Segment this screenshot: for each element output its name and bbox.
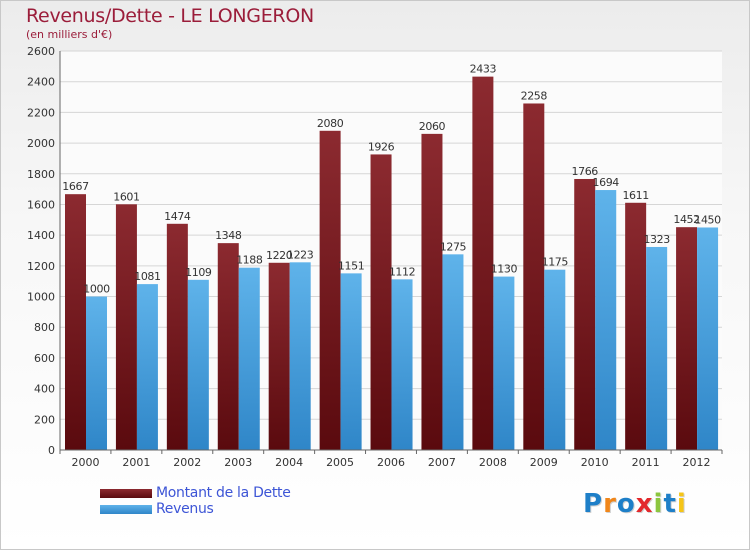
logo-letter: r: [603, 489, 617, 519]
data-label-revenus: 1223: [287, 248, 314, 261]
y-tick-label: 2200: [27, 106, 55, 119]
bar-revenus: [493, 276, 515, 450]
bar-revenus: [340, 273, 362, 450]
y-tick-label: 2400: [27, 76, 55, 89]
chart-subtitle: (en milliers d'€): [26, 28, 113, 41]
data-label-revenus: 1323: [643, 233, 670, 246]
data-label-dette: 2080: [317, 117, 344, 130]
bar-dette: [65, 194, 86, 450]
data-label-revenus: 1450: [694, 213, 721, 226]
legend-swatch-revenus: [100, 505, 152, 514]
data-label-dette: 1452: [673, 213, 699, 226]
bar-revenus: [697, 227, 719, 450]
legend-swatch-dette: [100, 489, 152, 498]
x-tick-label: 2002: [173, 456, 201, 469]
bar-dette: [115, 204, 137, 450]
logo-letter: i: [653, 489, 664, 519]
data-label-revenus: 1275: [440, 240, 467, 253]
y-tick-label: 200: [34, 413, 55, 426]
data-label-revenus: 1112: [389, 265, 415, 278]
bar-revenus: [544, 269, 566, 450]
bar-dette: [676, 227, 698, 450]
data-label-dette: 2060: [419, 120, 446, 133]
bar-dette: [166, 223, 188, 450]
bar-dette: [370, 154, 392, 450]
bar-revenus: [646, 246, 668, 450]
x-tick-label: 2007: [428, 456, 456, 469]
data-label-revenus: 1130: [491, 263, 518, 276]
bar-dette: [625, 202, 647, 450]
x-tick-label: 2004: [275, 456, 303, 469]
logo-letter: i: [676, 489, 687, 519]
proxiti-logo: Proxiti: [583, 489, 687, 519]
y-tick-label: 2600: [27, 45, 55, 58]
data-label-revenus: 1000: [83, 283, 110, 296]
data-label-revenus: 1081: [134, 270, 160, 283]
y-tick-label: 1800: [27, 168, 55, 181]
bar-dette: [523, 103, 545, 450]
x-tick-label: 2006: [377, 456, 405, 469]
x-tick-label: 2005: [326, 456, 354, 469]
data-label-revenus: 1694: [593, 176, 620, 189]
bar-revenus: [187, 279, 209, 450]
bar-revenus: [238, 267, 260, 450]
bar-revenus: [86, 296, 107, 450]
data-label-dette: 1611: [622, 189, 648, 202]
chart-title: Revenus/Dette - LE LONGERON: [26, 5, 314, 27]
bar-revenus: [136, 284, 158, 450]
bar-dette: [574, 178, 596, 450]
data-label-dette: 1348: [215, 229, 242, 242]
data-label-dette: 1474: [164, 210, 191, 223]
y-tick-label: 2000: [27, 137, 55, 150]
y-tick-label: 1200: [27, 260, 55, 273]
legend-label-revenus: Revenus: [156, 501, 214, 517]
y-tick-label: 1600: [27, 198, 55, 211]
logo-letter: P: [583, 489, 604, 519]
data-label-dette: 1766: [572, 165, 599, 178]
y-tick-label: 0: [48, 444, 55, 457]
y-tick-label: 800: [34, 321, 55, 334]
x-tick-label: 2011: [632, 456, 660, 469]
y-tick-label: 400: [34, 383, 55, 396]
bar-revenus: [391, 279, 413, 450]
x-tick-label: 2000: [71, 456, 99, 469]
bar-dette: [268, 262, 290, 450]
y-tick-label: 1000: [27, 291, 55, 304]
bar-chart: 1667 1000 1601 1081 1474 1109 1348 1188 12201223…: [27, 45, 723, 469]
x-tick-label: 2009: [530, 456, 558, 469]
bar-revenus: [289, 262, 311, 450]
bar-revenus: [442, 254, 464, 450]
logo-letter: t: [663, 489, 677, 519]
logo-letter: x: [635, 489, 654, 519]
data-label-dette: 1667: [62, 180, 89, 193]
bar-dette: [421, 133, 443, 450]
legend-label-dette: Montant de la Dette: [156, 485, 291, 501]
data-label-revenus: 1188: [236, 254, 263, 267]
y-tick-label: 600: [34, 352, 55, 365]
y-tick-label: 1400: [27, 229, 55, 242]
x-tick-label: 2012: [683, 456, 711, 469]
data-label-dette: 2258: [521, 89, 548, 102]
x-tick-label: 2008: [479, 456, 507, 469]
data-label-dette: 1926: [368, 140, 395, 153]
x-tick-label: 2001: [122, 456, 150, 469]
bar-dette: [472, 76, 494, 450]
data-label-dette: 1220: [266, 249, 293, 262]
data-label-dette: 2433: [470, 63, 497, 76]
data-label-revenus: 1109: [185, 266, 212, 279]
data-label-revenus: 1175: [542, 256, 569, 269]
x-tick-label: 2003: [224, 456, 252, 469]
bar-dette: [217, 243, 239, 450]
data-label-revenus: 1151: [338, 259, 364, 272]
logo-letter: o: [616, 489, 636, 519]
data-label-dette: 1601: [113, 190, 139, 203]
bar-dette: [319, 130, 341, 451]
bar-revenus: [595, 190, 617, 451]
x-tick-label: 2010: [581, 456, 609, 469]
